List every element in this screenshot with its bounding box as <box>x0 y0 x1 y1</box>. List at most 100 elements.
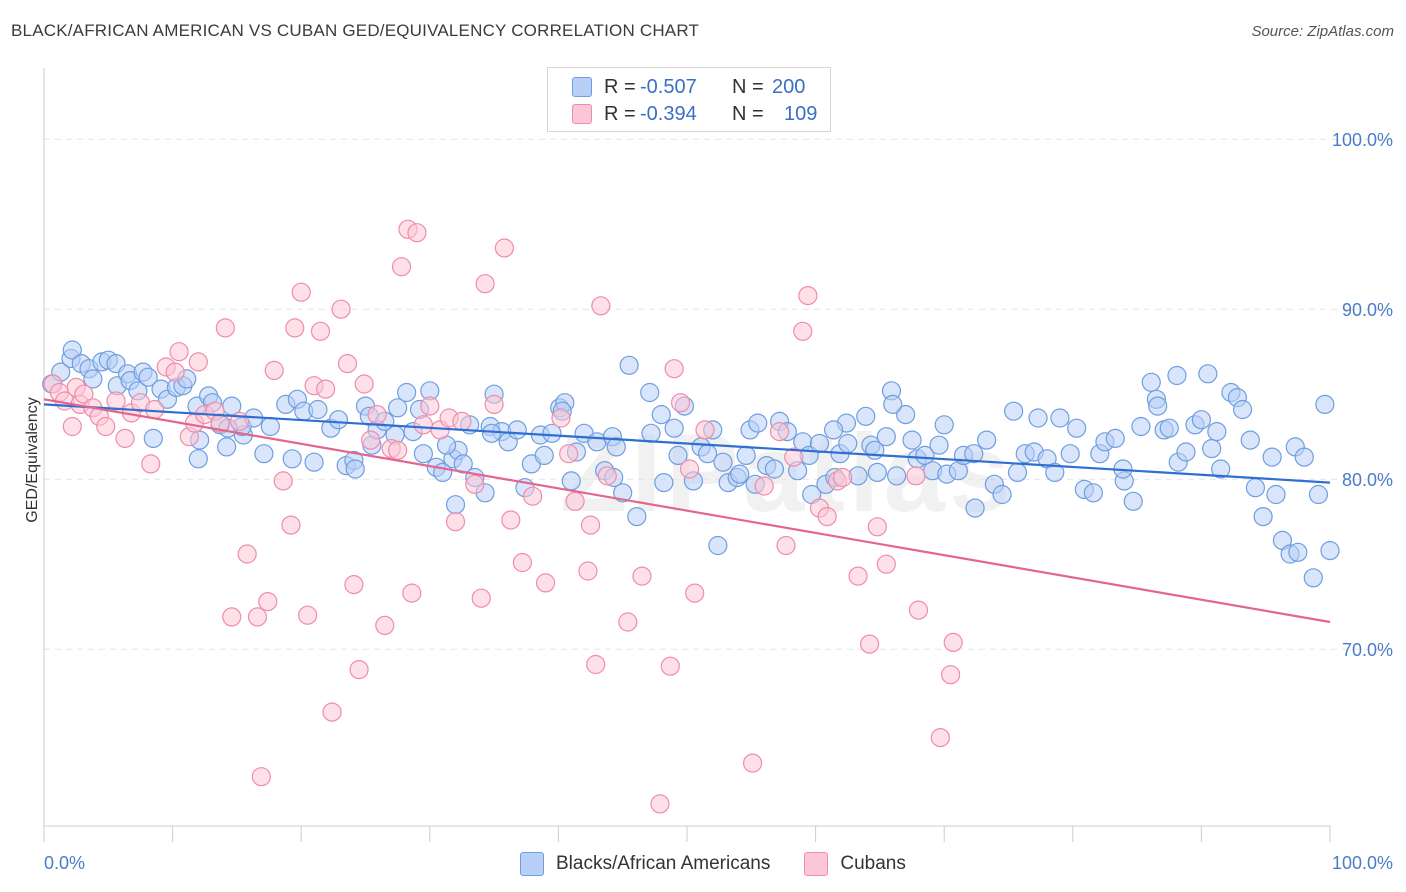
blue-point <box>736 445 756 465</box>
pink-point <box>776 535 796 556</box>
pink-point <box>388 440 408 460</box>
pink-point <box>349 659 369 680</box>
blue-point <box>619 355 639 375</box>
blue-point <box>824 420 844 440</box>
blue-point <box>1067 418 1087 438</box>
n-label: N = <box>732 102 764 125</box>
pink-point <box>679 459 700 479</box>
blue-point <box>388 398 408 418</box>
blue-point <box>1288 542 1308 562</box>
pink-point <box>115 428 135 448</box>
trend-lines <box>43 398 1331 624</box>
blue-point <box>1308 484 1329 505</box>
blue-point <box>260 416 280 437</box>
pink-point <box>402 583 422 603</box>
y-tick-label: 70.0% <box>1342 640 1393 660</box>
blue-point <box>413 444 433 464</box>
pink-point <box>247 607 268 627</box>
blue-point <box>627 506 647 527</box>
pink-point <box>591 296 611 316</box>
pink-point <box>407 223 427 243</box>
axes <box>43 68 1331 842</box>
blue-point <box>561 471 581 491</box>
blue-point <box>641 423 661 443</box>
blue-point <box>445 495 466 515</box>
blue-point <box>887 466 907 486</box>
pink-point <box>930 727 950 748</box>
legend-row-blacks: R = -0.507 N = 200 <box>572 74 805 100</box>
blue-point <box>606 437 626 457</box>
pink-swatch <box>572 104 592 124</box>
pink-point <box>754 476 774 496</box>
pink-point <box>74 384 94 404</box>
source-credit: Source: ZipAtlas.com <box>1251 23 1394 40</box>
grid-lines <box>44 138 1392 650</box>
pink-point <box>291 282 311 302</box>
blue-point <box>654 473 674 493</box>
pink-point <box>943 632 963 653</box>
pink-point <box>322 702 342 722</box>
blue-point <box>965 498 985 518</box>
blue-point <box>1202 439 1222 459</box>
pink-point <box>501 510 521 530</box>
blue-point <box>668 445 688 465</box>
series-cubans <box>43 219 963 814</box>
blue-point <box>345 459 365 479</box>
blue-point <box>254 444 274 464</box>
pink-point <box>876 554 896 574</box>
blue-point <box>1131 416 1151 437</box>
pink-point <box>860 634 880 654</box>
y-tick-label: 100.0% <box>1332 130 1393 150</box>
pink-point <box>660 656 680 676</box>
pink-point <box>169 342 189 362</box>
blue-point <box>1050 408 1070 428</box>
pink-point <box>551 408 571 428</box>
pink-point <box>285 318 305 338</box>
blue-point <box>1232 399 1253 420</box>
pink-point <box>597 466 617 486</box>
blue-point <box>730 464 750 484</box>
pink-point <box>632 566 652 586</box>
x-tick-label-start: 0.0% <box>44 853 85 873</box>
blue-point <box>1083 483 1103 503</box>
pink-point <box>413 415 433 435</box>
pink-point <box>96 416 116 437</box>
blue-point <box>304 452 324 472</box>
x-tick-label-end: 100.0% <box>1332 853 1393 873</box>
pink-point <box>420 396 440 416</box>
pink-point <box>144 399 165 420</box>
blue-point <box>1240 430 1260 450</box>
blue-point <box>651 405 671 425</box>
blue-point <box>83 369 103 389</box>
blue-point <box>713 452 733 472</box>
blue-point <box>1028 408 1048 428</box>
pink-point <box>331 299 351 319</box>
blue-point <box>896 405 916 425</box>
pink-point <box>354 374 374 394</box>
blue-point <box>1123 491 1143 511</box>
blue-point <box>809 433 830 454</box>
pink-point <box>670 393 691 413</box>
pink-point <box>251 767 271 787</box>
pink-point <box>165 362 185 382</box>
blue-point <box>902 430 922 450</box>
pink-point <box>465 474 485 494</box>
blue-point <box>1266 484 1286 505</box>
blue-point <box>542 423 562 443</box>
pink-point <box>344 574 364 595</box>
blue-point <box>1060 444 1080 464</box>
correlation-legend: R = -0.507 N = 200 R = -0.394 N = 109 <box>547 67 831 132</box>
pink-point <box>391 257 412 277</box>
pink-point <box>833 467 853 488</box>
blue-point <box>1253 506 1273 527</box>
blue-swatch <box>520 852 544 876</box>
pink-point <box>848 566 868 586</box>
blue-point <box>876 427 896 447</box>
pink-point <box>817 506 837 527</box>
y-tick-label: 90.0% <box>1342 300 1393 320</box>
pink-point <box>941 665 961 685</box>
pink-point <box>484 394 504 414</box>
blue-point <box>138 367 158 387</box>
legend-item-blacks: Blacks/African Americans <box>520 852 770 876</box>
blue-point <box>664 418 684 438</box>
